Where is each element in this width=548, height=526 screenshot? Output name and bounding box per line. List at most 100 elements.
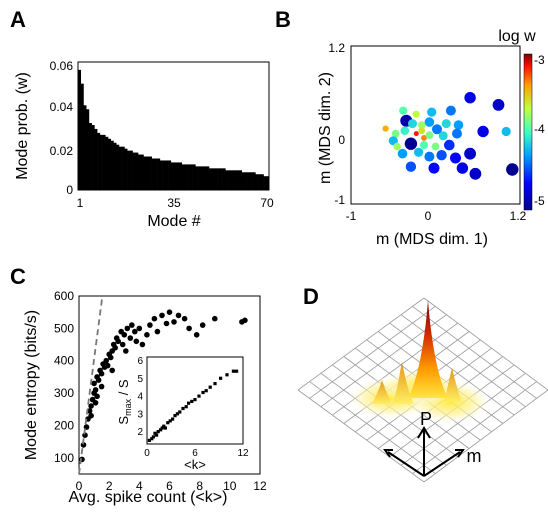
panel-a-bar	[140, 154, 144, 190]
panel-c-inset-point	[147, 438, 151, 442]
panel-c-inset-point	[219, 376, 223, 380]
panel-d-grid-line	[412, 306, 537, 399]
panel-a-chart: 1 35 70 0 0.02 0.04 0.06 Mode # Mode pro…	[14, 59, 274, 230]
panel-b-colorbar-tick: -3	[534, 53, 545, 67]
panel-c-point	[129, 322, 135, 328]
panel-d-grid-line	[297, 389, 425, 483]
panel-c-point	[115, 338, 121, 345]
panel-a-xlabel: Mode #	[147, 213, 200, 230]
panel-c-inset-point	[197, 394, 201, 398]
panel-a-bar	[203, 166, 207, 190]
panel-c-xtick: 2	[106, 479, 113, 493]
panel-b-point	[432, 124, 442, 135]
panel-c-inset-point	[151, 435, 155, 439]
panel-a-bar	[184, 164, 188, 190]
panel-a-frame	[77, 61, 270, 191]
panel-b-point	[417, 121, 426, 129]
panel-a-bar	[110, 140, 114, 190]
panel-a-bar	[211, 168, 215, 190]
panel-b-point	[428, 162, 440, 174]
panel-c-point	[107, 354, 114, 361]
panel-c-xtick: 12	[253, 479, 267, 493]
panel-c-inset-point	[166, 421, 170, 425]
panel-c-point	[171, 319, 177, 325]
panel-c-point	[112, 345, 118, 351]
panel-a-bar	[80, 83, 84, 190]
panel-c-inset-ytick: 2	[137, 427, 143, 438]
panel-a-bar	[124, 148, 128, 190]
panel-a-bar	[132, 152, 136, 190]
panel-c-ytick: 600	[54, 289, 74, 303]
panel-c-inset-point	[173, 414, 177, 418]
panel-d-peak	[392, 362, 414, 404]
panel-a-bar	[86, 109, 90, 190]
panel-c-inset-point	[150, 437, 154, 441]
panel-c-point	[175, 312, 182, 319]
panel-c-inset-xtick: 0	[144, 448, 150, 459]
panel-c-inset-point	[204, 389, 208, 393]
panel-b-xtick: 0	[425, 209, 432, 223]
panel-a-bar	[116, 144, 120, 190]
panel-c-xtick: 4	[136, 479, 143, 493]
panel-a-bar	[151, 158, 155, 190]
panel-a-bar	[83, 105, 87, 190]
panel-b-point	[431, 142, 440, 151]
panel-a-bar	[88, 123, 92, 190]
panel-d-peak	[372, 380, 392, 404]
panel-b-chart: -1 0 1.2 1.2 0 -1 m (MDS dim. 1) m (MDS …	[317, 28, 545, 248]
panel-c-xtick: 8	[196, 479, 203, 493]
panel-b-point	[413, 131, 419, 137]
panel-c-inset-xtick: 12	[237, 448, 249, 459]
panel-b-point	[492, 99, 505, 111]
panel-c-point	[136, 325, 143, 332]
panel-c-point	[123, 348, 129, 354]
panel-a-bar	[208, 168, 212, 190]
panel-b-xtick: -1	[346, 209, 357, 223]
panel-a-bar	[230, 170, 234, 190]
panel-d-grid-line	[400, 314, 526, 408]
panel-d-grid-line	[309, 381, 436, 474]
panel-c-inset-point	[208, 385, 212, 389]
panel-c-inset-point	[231, 369, 235, 373]
panel-b-ytick: 1.2	[328, 41, 345, 55]
panel-c-inset-xtick: 6	[192, 448, 198, 459]
panel-b-point	[399, 106, 408, 115]
panel-b-point	[408, 119, 417, 129]
panel-c-point	[151, 315, 158, 322]
panel-a-bars	[78, 69, 270, 190]
panel-a-bar	[260, 174, 264, 190]
panel-b-point	[464, 147, 476, 160]
panel-b-point	[441, 119, 451, 129]
panel-a-bar	[105, 136, 109, 190]
panel-c-point	[147, 322, 153, 328]
panel-a-bar	[236, 170, 240, 190]
panel-c-xtick: 0	[76, 479, 83, 493]
panel-c-inset-points	[147, 369, 239, 442]
panel-a-bar	[129, 150, 133, 190]
panel-c-inset-point	[159, 428, 163, 432]
panel-b-point	[456, 162, 469, 174]
panel-b-point	[501, 126, 511, 137]
panel-a-ytick: 0.04	[50, 100, 74, 114]
panel-b-point	[400, 126, 410, 135]
panel-c-inset-ytick: 3	[137, 409, 143, 420]
panel-b-point	[477, 125, 489, 138]
panel-a-bar	[255, 174, 259, 190]
panel-a-bar	[91, 125, 95, 190]
panel-a-bar	[200, 166, 204, 190]
panel-d-axis-label-m: m	[467, 446, 482, 466]
panel-c-point	[154, 328, 161, 335]
panel-a-bar	[143, 156, 147, 190]
panel-b-point	[425, 131, 434, 140]
panel-b-ytick: -1	[334, 193, 345, 207]
panel-d-grid-line	[423, 389, 548, 483]
panel-d-main-peak	[408, 300, 448, 398]
panel-c-point	[159, 312, 165, 319]
panel-letter-b: B	[275, 7, 291, 32]
panel-b-point	[414, 147, 424, 157]
panel-b-point	[444, 139, 455, 151]
panel-b-points	[382, 92, 519, 180]
panel-a-bar	[266, 176, 270, 190]
